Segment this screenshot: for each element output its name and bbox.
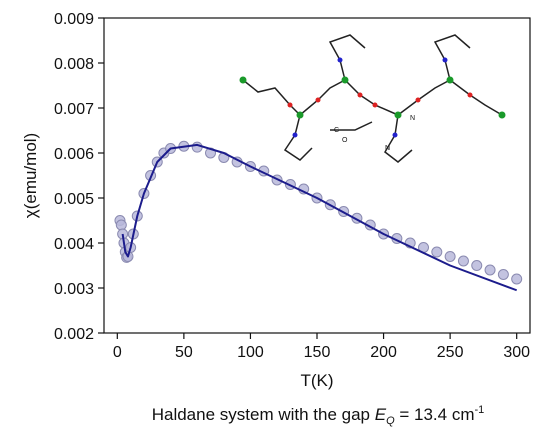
y-tick-label: 0.009 (54, 11, 94, 28)
x-tick-label: 150 (304, 344, 331, 361)
y-tick-label: 0.002 (54, 326, 94, 343)
fit-line (123, 145, 517, 290)
x-axis-title: T(K) (300, 371, 333, 390)
data-point (512, 274, 522, 284)
y-tick-label: 0.007 (54, 101, 94, 118)
y-tick-label: 0.003 (54, 281, 94, 298)
atom-label: N (385, 145, 390, 152)
caption-text: Haldane system with the gap (152, 405, 375, 424)
x-tick-label: 50 (175, 344, 193, 361)
y-tick-label: 0.005 (54, 191, 94, 208)
x-tick-label: 100 (237, 344, 264, 361)
data-point (432, 247, 442, 257)
plot-frame (104, 18, 530, 333)
atom-label: C (334, 127, 339, 134)
data-point (116, 220, 126, 230)
data-point (458, 256, 468, 266)
data-point (445, 252, 455, 262)
caption-superscript: -1 (475, 404, 485, 416)
x-tick-label: 300 (503, 344, 530, 361)
chart: CO N N 0.002 0.003 0.004 0.005 0.006 0.007 0.008… (0, 0, 541, 432)
data-point (485, 265, 495, 275)
data-point (472, 261, 482, 271)
caption: Haldane system with the gap EQ = 13.4 cm… (152, 404, 485, 427)
caption-symbol: E (375, 405, 387, 424)
x-tick-label: 250 (437, 344, 464, 361)
x-tick-label: 200 (370, 344, 397, 361)
y-tick-label: 0.008 (54, 56, 94, 73)
data-point (498, 270, 508, 280)
data-point (192, 142, 202, 152)
y-tick-label: 0.004 (54, 236, 94, 253)
atom-label: N (410, 115, 415, 122)
y-tick-label: 0.006 (54, 146, 94, 163)
atom-label: O (342, 137, 348, 144)
y-axis-title: χ(emu/mol) (21, 133, 40, 218)
molecule-inset (240, 35, 506, 162)
x-tick-label: 0 (113, 344, 122, 361)
caption-rest: = 13.4 cm (395, 405, 475, 424)
